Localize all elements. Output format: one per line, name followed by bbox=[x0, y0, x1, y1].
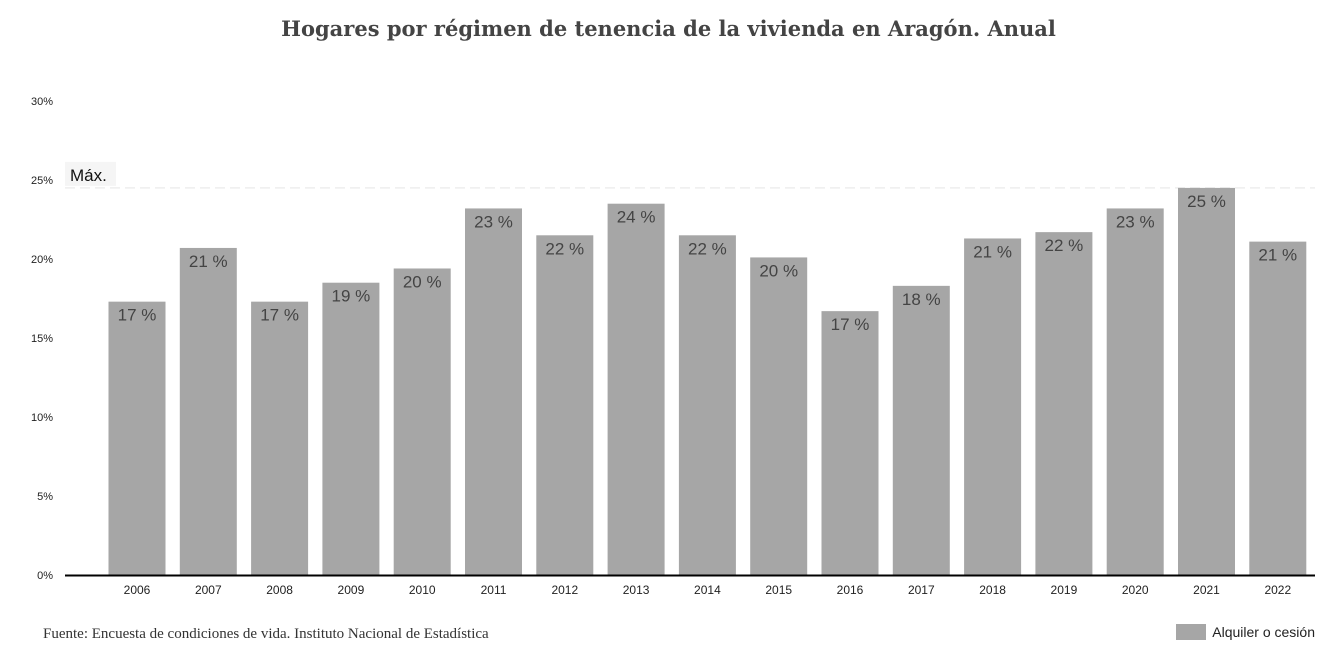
x-tick-label: 2018 bbox=[979, 583, 1006, 597]
x-tick-label: 2015 bbox=[765, 583, 792, 597]
data-label: 24 % bbox=[617, 208, 656, 227]
legend-label: Alquiler o cesión bbox=[1212, 624, 1315, 640]
bar-2012 bbox=[536, 235, 594, 576]
y-tick-label: 25% bbox=[31, 175, 53, 187]
data-label: 21 % bbox=[1258, 246, 1297, 265]
bar-2016 bbox=[821, 311, 879, 575]
x-tick-label: 2019 bbox=[1051, 583, 1078, 597]
y-tick-label: 0% bbox=[37, 570, 53, 582]
y-tick-label: 15% bbox=[31, 333, 53, 345]
x-tick-label: 2011 bbox=[481, 583, 507, 597]
x-tick-label: 2009 bbox=[338, 583, 365, 597]
x-tick-label: 2008 bbox=[266, 583, 293, 597]
bar-2006 bbox=[108, 301, 166, 575]
data-label: 23 % bbox=[474, 212, 513, 231]
x-tick-label: 2017 bbox=[908, 583, 935, 597]
bar-2017 bbox=[892, 285, 950, 575]
x-tick-label: 2016 bbox=[837, 583, 864, 597]
data-label: 20 % bbox=[759, 261, 798, 280]
data-label: 22 % bbox=[545, 239, 584, 258]
x-tick-label: 2012 bbox=[551, 583, 578, 597]
data-label: 22 % bbox=[688, 239, 727, 258]
legend: Alquiler o cesión bbox=[1176, 624, 1315, 640]
bar-2013 bbox=[607, 203, 665, 575]
data-label: 23 % bbox=[1116, 212, 1155, 231]
bar-2021 bbox=[1178, 187, 1235, 575]
bar-2020 bbox=[1106, 208, 1164, 575]
x-tick-label: 2020 bbox=[1122, 583, 1149, 597]
y-tick-label: 30% bbox=[31, 96, 53, 108]
max-label-bg bbox=[65, 161, 116, 186]
legend-swatch bbox=[1176, 624, 1207, 640]
data-label: 20 % bbox=[403, 272, 442, 291]
bar-2014 bbox=[678, 235, 736, 576]
y-tick-label: 10% bbox=[31, 412, 53, 424]
bar-2008 bbox=[251, 301, 309, 575]
bar-2022 bbox=[1249, 241, 1307, 575]
data-label: 17 % bbox=[118, 306, 157, 325]
bar-2009 bbox=[322, 282, 380, 575]
x-tick-label: 2010 bbox=[409, 583, 436, 597]
bar-2007 bbox=[179, 247, 237, 575]
bar-2010 bbox=[393, 268, 451, 575]
y-tick-label: 5% bbox=[37, 491, 53, 503]
x-tick-label: 2021 bbox=[1193, 583, 1220, 597]
max-label: Máx. bbox=[70, 166, 107, 185]
source-note: Fuente: Encuesta de condiciones de vida.… bbox=[43, 626, 489, 642]
bar-2018 bbox=[964, 238, 1022, 575]
x-tick-label: 2006 bbox=[124, 583, 151, 597]
data-label: 21 % bbox=[973, 242, 1012, 261]
data-label: 19 % bbox=[332, 287, 371, 306]
data-label: 18 % bbox=[902, 290, 941, 309]
x-tick-label: 2014 bbox=[694, 583, 721, 597]
data-label: 21 % bbox=[189, 252, 228, 271]
data-label: 22 % bbox=[1045, 236, 1084, 255]
data-label: 17 % bbox=[831, 315, 870, 334]
bar-2011 bbox=[465, 208, 522, 575]
bar-2019 bbox=[1035, 232, 1093, 575]
x-tick-label: 2007 bbox=[195, 583, 222, 597]
chart-title: Hogares por régimen de tenencia de la vi… bbox=[281, 16, 1056, 41]
bar-2015 bbox=[750, 257, 808, 575]
data-label: 17 % bbox=[260, 306, 299, 325]
x-tick-label: 2022 bbox=[1264, 583, 1291, 597]
y-tick-label: 20% bbox=[31, 254, 53, 266]
data-label: 25 % bbox=[1187, 192, 1226, 211]
x-tick-label: 2013 bbox=[623, 583, 650, 597]
